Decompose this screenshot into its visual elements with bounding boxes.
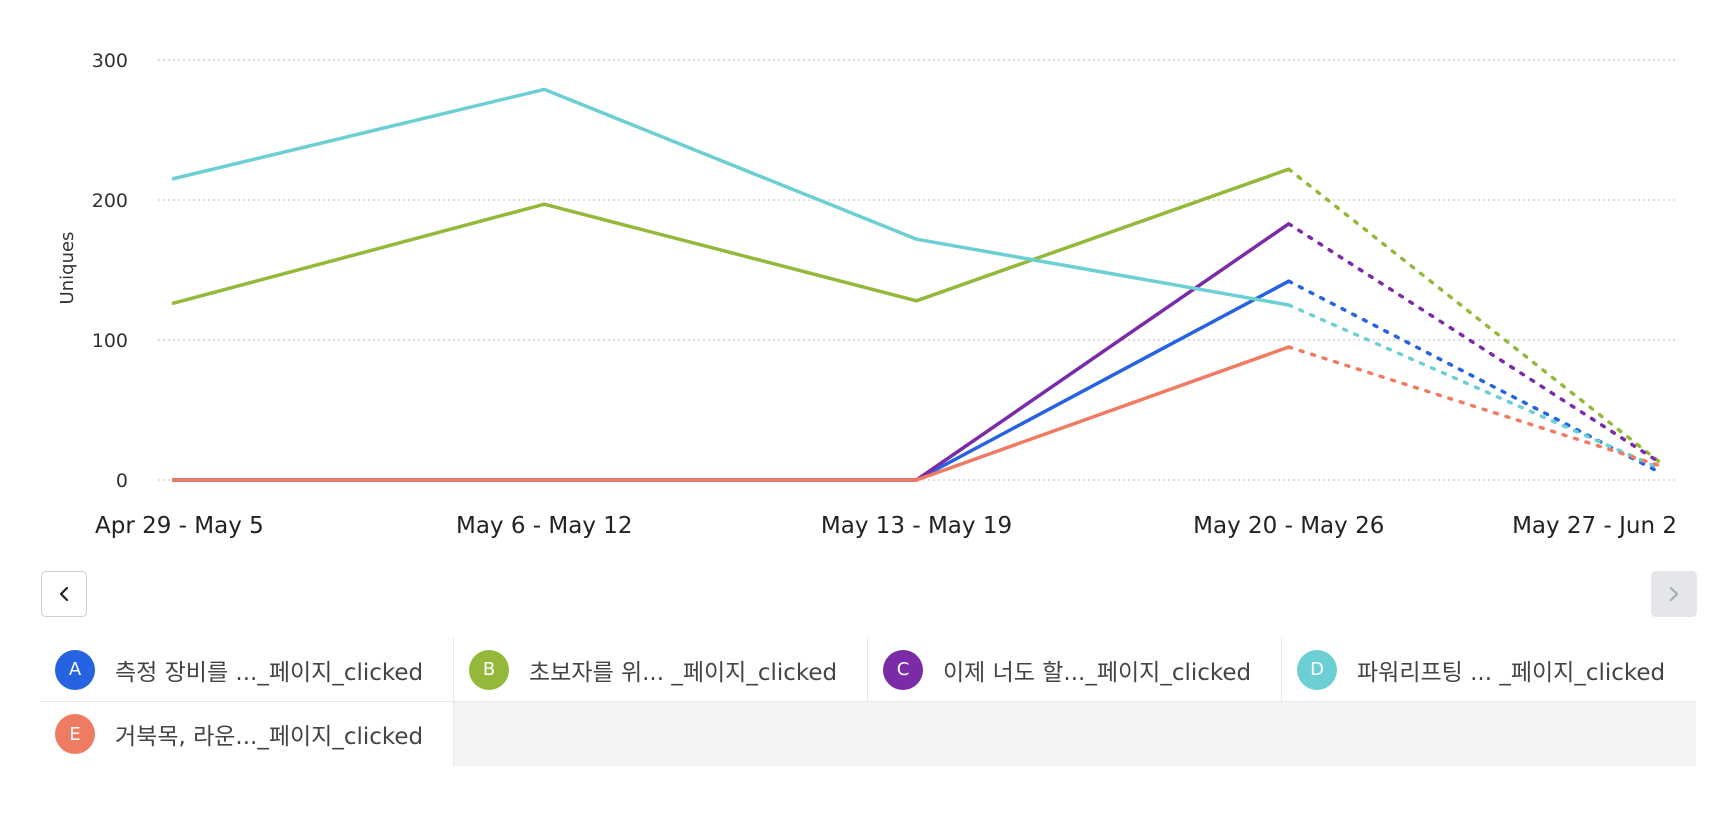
legend-label-e: 거북목, 라운..._페이지_clicked bbox=[115, 724, 424, 750]
legend-row: A 측정 장비를 ..._페이지_clicked B 초보자를 위... _페이… bbox=[40, 638, 1696, 702]
series-e-line bbox=[172, 345, 1663, 482]
x-tick-label: May 20 - May 26 bbox=[1193, 513, 1384, 539]
legend-item-a[interactable]: A 측정 장비를 ..._페이지_clicked bbox=[40, 638, 454, 702]
series-b-badge: B bbox=[469, 649, 509, 690]
legend-item-d[interactable]: D 파워리프팅 ... _페이지_clicked bbox=[1282, 638, 1696, 702]
legend-label-a: 측정 장비를 ..._페이지_clicked bbox=[115, 659, 424, 686]
y-axis-ticks: 0 100 200 300 bbox=[92, 50, 128, 492]
series-a-projected bbox=[1287, 279, 1663, 475]
series-d-badge: D bbox=[1297, 649, 1337, 690]
series-d-line bbox=[171, 87, 1663, 471]
x-tick-label: May 6 - May 12 bbox=[456, 513, 633, 539]
legend-label-d: 파워리프팅 ... _페이지_clicked bbox=[1357, 659, 1666, 686]
series-e-badge: E bbox=[55, 714, 95, 754]
legend-empty-area bbox=[454, 702, 1696, 766]
series-e-projected bbox=[1287, 345, 1663, 468]
legend: A 측정 장비를 ..._페이지_clicked B 초보자를 위... _페이… bbox=[40, 638, 1696, 766]
legend-row: E 거북목, 라운..._페이지_clicked bbox=[40, 702, 1696, 766]
series-a-badge: A bbox=[55, 649, 95, 690]
series-c-solid bbox=[172, 222, 1290, 482]
legend-item-c[interactable]: C 이제 너도 할..._페이지_clicked bbox=[868, 638, 1282, 702]
series-lines bbox=[171, 87, 1663, 482]
prev-page-button[interactable] bbox=[41, 571, 87, 617]
series-b-solid bbox=[171, 167, 1290, 306]
legend-item-b[interactable]: B 초보자를 위... _페이지_clicked bbox=[454, 638, 868, 702]
series-c-line bbox=[172, 222, 1663, 482]
series-d-projected bbox=[1287, 303, 1663, 471]
series-d-solid bbox=[171, 87, 1290, 307]
chevron-left-icon bbox=[59, 586, 69, 602]
y-tick-label: 100 bbox=[92, 330, 128, 352]
chevron-right-icon bbox=[1669, 586, 1679, 602]
y-tick-label: 300 bbox=[92, 50, 128, 72]
series-c-projected bbox=[1287, 222, 1663, 465]
x-tick-label: May 27 - Jun 2 bbox=[1512, 513, 1677, 539]
next-page-button[interactable] bbox=[1651, 571, 1697, 617]
y-tick-label: 200 bbox=[92, 190, 128, 212]
legend-label-c: 이제 너도 할..._페이지_clicked bbox=[943, 659, 1252, 686]
x-tick-label: Apr 29 - May 5 bbox=[95, 513, 264, 539]
x-axis-ticks: Apr 29 - May 5 May 6 - May 12 May 13 - May… bbox=[95, 513, 1677, 539]
series-e-solid bbox=[172, 345, 1290, 482]
series-b-projected bbox=[1287, 167, 1663, 465]
y-axis-label: Uniques bbox=[57, 232, 78, 305]
legend-label-b: 초보자를 위... _페이지_clicked bbox=[529, 659, 838, 686]
series-a-solid bbox=[172, 279, 1290, 482]
line-chart: 0 100 200 300 Uniques Apr 29 - May 5 May 6 -… bbox=[57, 50, 1678, 539]
grid-lines bbox=[158, 59, 1678, 481]
series-a-line bbox=[172, 279, 1663, 482]
x-tick-label: May 13 - May 19 bbox=[821, 513, 1012, 539]
y-tick-label: 0 bbox=[116, 470, 128, 492]
legend-item-e[interactable]: E 거북목, 라운..._페이지_clicked bbox=[40, 702, 454, 766]
series-c-badge: C bbox=[883, 649, 923, 690]
series-b-line bbox=[171, 167, 1663, 465]
